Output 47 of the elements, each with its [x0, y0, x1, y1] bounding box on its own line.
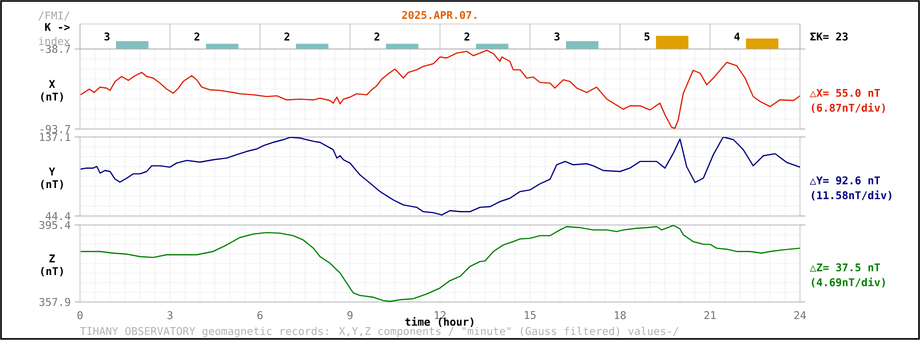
- bar: [206, 44, 238, 50]
- data-label: 3: [554, 32, 560, 41]
- text: ΣK= 23: [810, 32, 848, 41]
- text: TIHANY OBSERVATORY geomagnetic records: X,Y,Z components / "minute" (Gauss filtered) values-/: [80, 326, 678, 338]
- bar: [116, 41, 148, 50]
- text: index: [39, 36, 70, 46]
- data-label: 4: [734, 32, 740, 40]
- bar: [566, 41, 598, 50]
- data-label: 3: [104, 32, 110, 41]
- text: △X= 55.0 nT: [810, 88, 880, 98]
- y-tick-label: 137.1: [40, 133, 70, 142]
- x-tick-label: 18: [614, 311, 626, 320]
- y-axis-title: K ->: [45, 23, 70, 31]
- x-tick-label: 21: [704, 311, 716, 320]
- text: △Y= 92.6 nT: [810, 176, 880, 185]
- text: (4.69nT/div): [812, 278, 885, 288]
- text: △Z= 37.5 nT: [810, 263, 880, 272]
- y-axis-title: Z (nT): [41, 254, 63, 277]
- chart-title: 2025.APR.07.: [402, 11, 476, 20]
- x-tick-label: 6: [257, 311, 263, 320]
- bar: [296, 44, 328, 50]
- data-label: 5: [644, 32, 650, 41]
- y-tick-label: 44.4: [46, 212, 70, 220]
- data-label: 2: [194, 32, 200, 41]
- y-tick-label: 395.4: [39, 221, 70, 230]
- text: (6.87nT/div): [812, 103, 885, 114]
- y-axis-title: X (nT): [41, 80, 63, 102]
- x-tick-label: 24: [794, 311, 806, 320]
- x-tick-label: 15: [524, 311, 536, 320]
- x-tick-label: 9: [347, 311, 352, 320]
- line-series: [80, 137, 800, 216]
- x-tick-label: 12: [434, 311, 446, 320]
- data-label: 2: [284, 32, 290, 41]
- data-label: 2: [374, 32, 380, 41]
- text: /FMI/: [38, 12, 70, 20]
- y-tick-label: -93.7: [40, 125, 70, 134]
- x-tick-label: 0: [77, 311, 83, 320]
- bar: [746, 38, 778, 50]
- y-axis-title: Y (nT): [41, 168, 63, 190]
- bar: [656, 36, 688, 50]
- data-label: 2: [464, 32, 470, 41]
- bar: [476, 44, 508, 50]
- y-tick-label: -38.7: [40, 45, 70, 54]
- y-tick-label: 357.9: [39, 298, 70, 306]
- text: (11.58nT/div): [812, 190, 892, 201]
- x-tick-label: 3: [168, 311, 172, 320]
- bar: [386, 44, 418, 50]
